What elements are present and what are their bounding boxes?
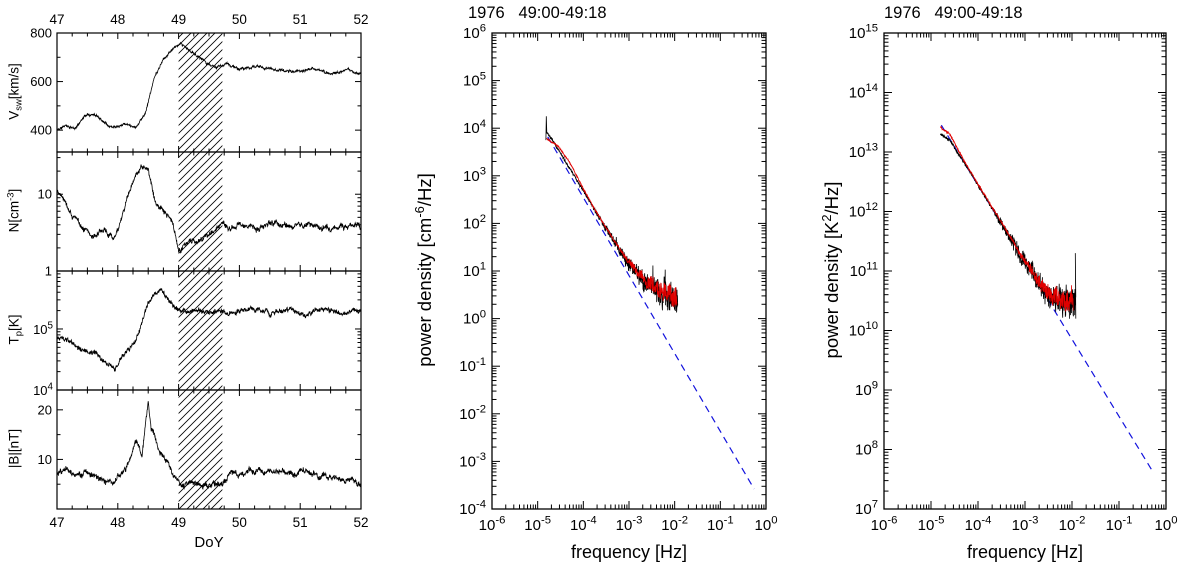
tick-label: 1013 (849, 142, 878, 161)
tick-label: 10-6 (871, 515, 898, 534)
tick-label: 103 (463, 166, 486, 185)
tick-label: 10-2 (1059, 515, 1086, 534)
tick-label: 50 (232, 515, 247, 530)
tick-label: 109 (855, 380, 878, 399)
tick-label: 105 (463, 70, 486, 89)
frequency-axis-label-density: frequency [Hz] (570, 542, 688, 562)
tick-label: 10-2 (661, 515, 688, 534)
hatch-region (178, 33, 223, 152)
tick-label: 10-4 (459, 499, 486, 518)
tick-label: 49 (171, 515, 186, 530)
power-density-axis-label-k: power density [K2/Hz] (818, 181, 842, 359)
tick-label: 101 (463, 261, 486, 280)
tick-label: 1 (45, 264, 52, 279)
tick-label: 100 (755, 515, 778, 534)
tick-label: 20 (38, 402, 52, 417)
density-spectrum-title: 1976 49:00-49:18 (468, 4, 607, 22)
hatch-region (178, 390, 223, 509)
tick-label: 10-3 (1012, 515, 1039, 534)
tick-label: 104 (33, 382, 53, 399)
tick-label: 10-1 (459, 356, 486, 375)
tick-label: 107 (855, 499, 878, 518)
doy-axis-label: DoY (194, 534, 224, 551)
tick-label: 10-4 (965, 515, 992, 534)
tick-label: 51 (293, 515, 308, 530)
timeseries-chart: 400 600 800 10 1 105 104 20 10 47 47 48 48 49 49 50 50 51… (30, 12, 368, 530)
tick-label: 10-6 (479, 515, 506, 534)
powerlaw-fit-line (547, 136, 755, 490)
tick-label: 1015 (849, 23, 878, 42)
hatch-region (178, 271, 223, 390)
tick-label: 400 (30, 123, 52, 138)
tick-label: 47 (49, 515, 64, 530)
tick-label: 52 (353, 515, 368, 530)
tick-label: 1012 (849, 201, 878, 220)
tick-label: 10-3 (616, 515, 643, 534)
tick-label: 100 (1155, 515, 1178, 534)
temperature-spectrum-chart: 10-6 10-5 10-4 10-3 10-2 10-1 100 1015 1014 1013 1… (849, 23, 1178, 534)
bfield-axis-label: |B|[nT] (6, 428, 22, 468)
density-axis-label: N[cm-3] (5, 188, 22, 232)
hatch-region (178, 152, 223, 271)
tick-label: 10-3 (459, 451, 486, 470)
tick-label: 10-1 (707, 515, 734, 534)
tick-label: 100 (463, 308, 486, 327)
tick-label: 10-4 (570, 515, 597, 534)
temperature-axis-label: Tp[K] (6, 314, 25, 345)
tick-label: 800 (30, 26, 52, 41)
vsw-axis-label: Vsw[km/s] (6, 62, 25, 120)
tick-label: 48 (110, 12, 125, 27)
temperature-spectrum-title: 1976 49:00-49:18 (884, 4, 1023, 22)
tick-label: 49 (171, 12, 186, 27)
tick-label: 106 (463, 23, 486, 42)
tick-label: 50 (232, 12, 247, 27)
density-spectrum-chart: 10-6 10-5 10-4 10-3 10-2 10-1 100 106 105 104 103 1… (459, 23, 778, 534)
tick-label: 51 (293, 12, 308, 27)
tick-label: 1010 (849, 320, 878, 339)
tick-label: 10-2 (459, 404, 486, 423)
power-density-axis-label-cm: power density [cm-6/Hz] (411, 173, 435, 367)
tick-label: 10-5 (918, 515, 945, 534)
tick-label: 47 (49, 12, 64, 27)
tick-label: 108 (855, 439, 878, 458)
series-smoothed-red (546, 138, 678, 308)
tick-label: 104 (463, 118, 486, 137)
tick-label: 102 (463, 213, 486, 232)
tick-label: 10-5 (524, 515, 551, 534)
plot-frame (491, 32, 767, 510)
tick-label: 10 (38, 452, 52, 467)
tick-label: 600 (30, 74, 52, 89)
tick-label: 48 (110, 515, 125, 530)
powerlaw-fit-line (940, 124, 1155, 474)
tick-label: 1011 (850, 261, 878, 280)
tick-label: 10-1 (1106, 515, 1133, 534)
tick-label: 105 (33, 320, 53, 337)
series-smoothed-red (940, 125, 1074, 312)
tick-label: 10 (38, 187, 52, 202)
tick-label: 52 (353, 12, 368, 27)
tick-label: 1014 (849, 82, 878, 101)
plot-frame (883, 32, 1167, 510)
frequency-axis-label-temperature: frequency [Hz] (966, 542, 1084, 562)
